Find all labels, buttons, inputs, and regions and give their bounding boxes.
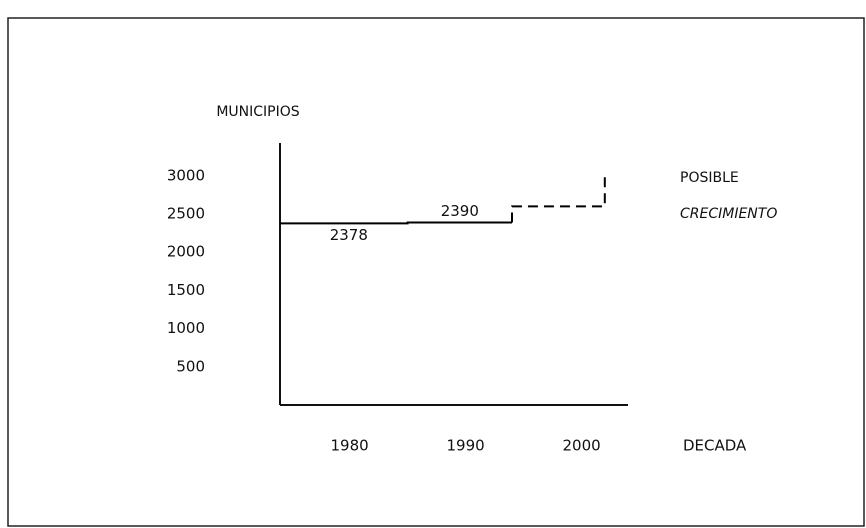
y-tick-label: 1000	[167, 319, 205, 337]
y-tick-label: 500	[176, 357, 205, 375]
x-axis-label: DECADA	[683, 437, 747, 455]
y-tick-label: 2500	[167, 205, 205, 223]
step-line	[280, 221, 512, 225]
frame	[7, 17, 865, 527]
y-tick-label: 1500	[167, 281, 205, 299]
data-label: 2390	[441, 202, 479, 220]
side-label: POSIBLE	[680, 170, 739, 186]
x-tick-label: 1990	[447, 437, 485, 455]
x-tick-label: 2000	[563, 437, 601, 455]
y-axis-label: MUNICIPIOS	[216, 104, 299, 120]
y-tick-label: 3000	[167, 166, 205, 184]
side-label: CRECIMIENTO	[680, 206, 777, 222]
x-tick-label: 1980	[331, 437, 369, 455]
data-label: 2378	[330, 226, 368, 244]
step-line	[511, 175, 606, 223]
y-tick-label: 2000	[167, 243, 205, 261]
